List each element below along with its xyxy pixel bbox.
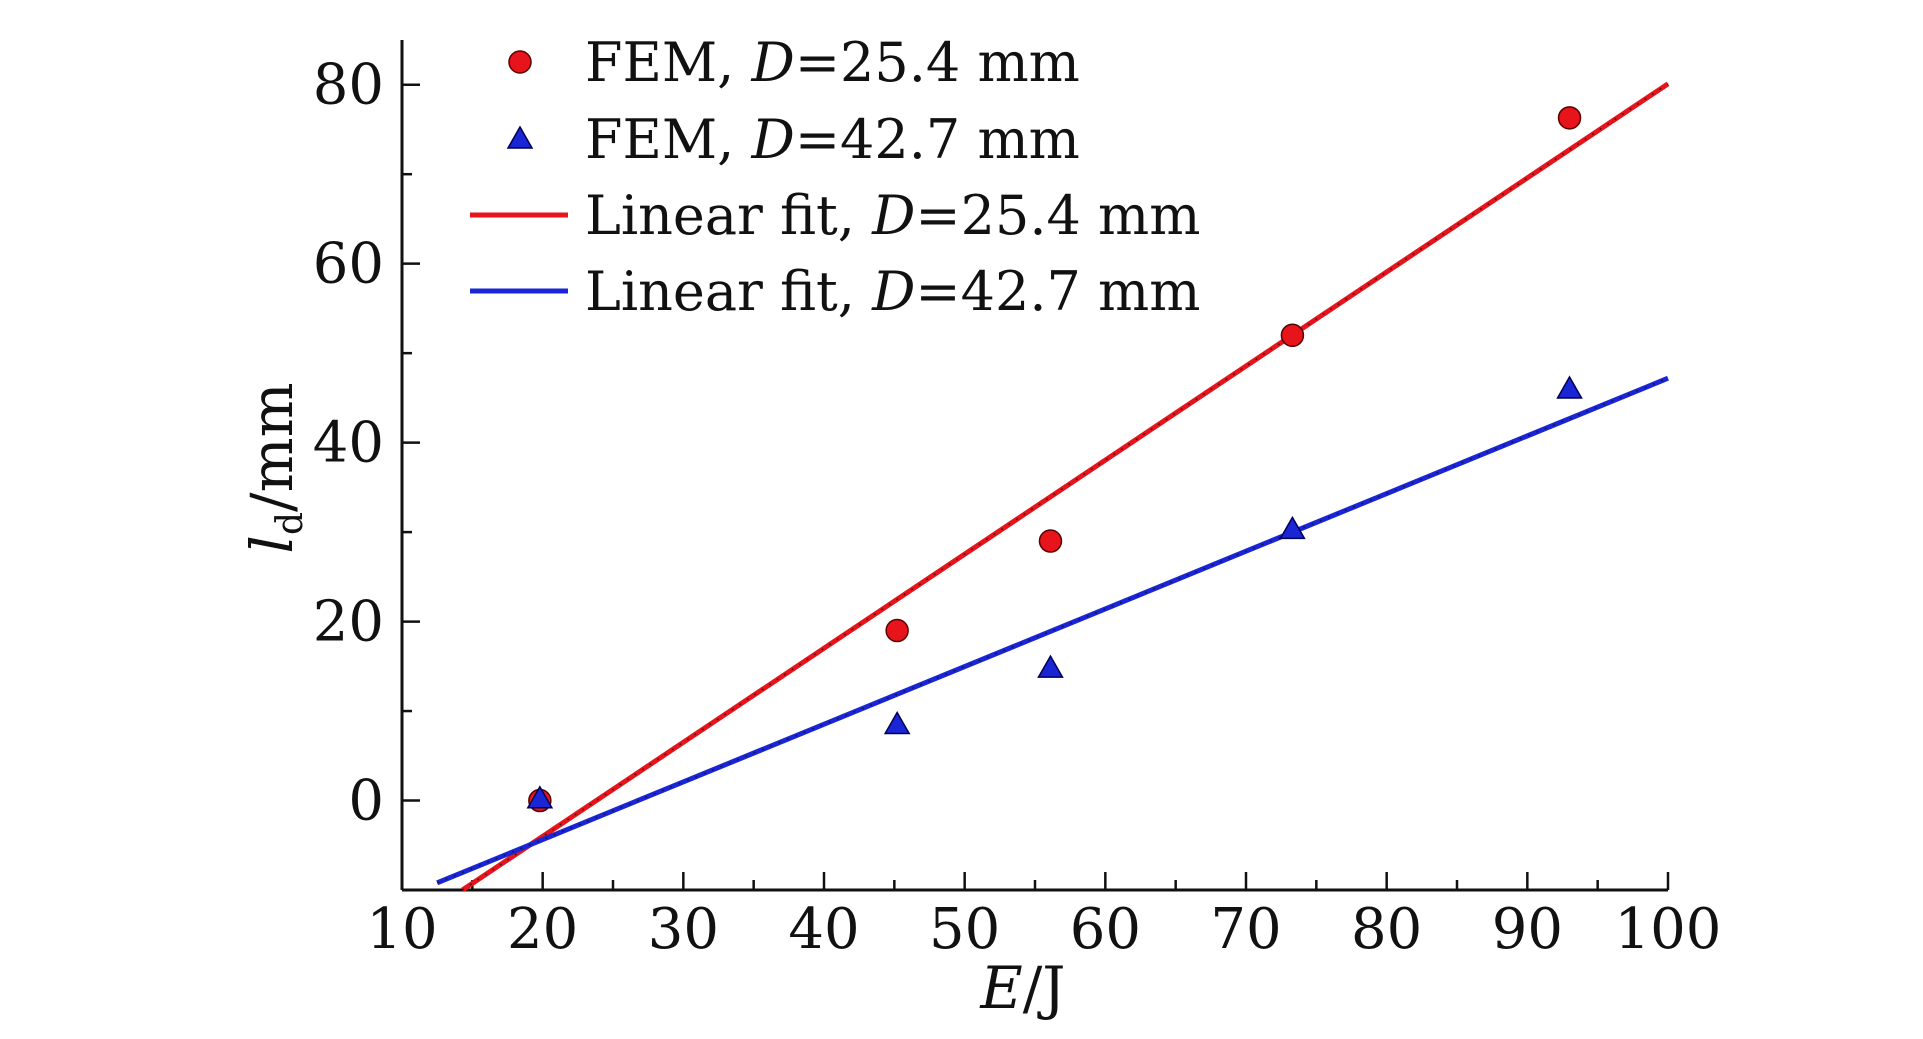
- legend-marker-triangle: [506, 125, 534, 149]
- legend-label-value: =25.4 mm: [915, 184, 1200, 247]
- x-axis-label: E/J: [979, 954, 1065, 1022]
- x-tick-label: 40: [788, 897, 859, 962]
- legend-label-value: =42.7 mm: [915, 260, 1200, 323]
- y-tick-label: 60: [313, 232, 384, 297]
- legend-label-symbol: D: [751, 108, 795, 171]
- x-tick-label: 90: [1492, 897, 1563, 962]
- legend-label-prefix: FEM,: [585, 31, 752, 94]
- legend-entry-label: FEM, D=25.4 mm: [585, 31, 1080, 94]
- data-point-triangle: [883, 710, 911, 735]
- data-markers: [526, 106, 1583, 813]
- legend-entry-label: FEM, D=42.7 mm: [585, 108, 1080, 171]
- legend-label-symbol: D: [871, 260, 915, 323]
- x-axis-label-unit: /J: [1023, 954, 1066, 1022]
- y-axis-label: ld/mm: [238, 382, 311, 553]
- data-point-circle: [1557, 106, 1582, 130]
- fit-line-overlay-3: [436, 377, 1669, 884]
- x-tick-label: 50: [929, 897, 1000, 962]
- y-tick-label: 20: [313, 590, 384, 655]
- data-point-triangle: [526, 785, 554, 809]
- legend-entry-label: Linear fit, D=25.4 mm: [585, 184, 1200, 247]
- data-point-triangle: [1279, 515, 1306, 540]
- y-axis-label-subscript: d: [270, 512, 311, 535]
- x-tick-label: 20: [507, 897, 578, 962]
- y-tick-label: 80: [313, 53, 384, 118]
- y-tick-label: 40: [313, 411, 384, 476]
- x-tick-label: 30: [648, 897, 719, 962]
- data-point-circle: [1038, 529, 1063, 553]
- fit-lines: [436, 81, 1670, 893]
- legend-label-prefix: FEM,: [585, 108, 752, 171]
- y-axis-label-symbol: l: [238, 535, 306, 554]
- legend-label-symbol: D: [871, 184, 915, 247]
- x-tick-label: 60: [1070, 897, 1141, 962]
- fit-line-2: [461, 81, 1670, 893]
- legend-label-prefix: Linear fit,: [585, 260, 872, 323]
- data-point-triangle: [1556, 375, 1583, 399]
- legend-label-value: =42.7 mm: [795, 108, 1080, 171]
- x-axis-label-symbol: E: [979, 954, 1022, 1022]
- x-tick-label: 100: [1615, 897, 1722, 962]
- legend-label-prefix: Linear fit,: [585, 184, 872, 247]
- axes: 10 20 30 40 50 60 70 80 90 100 0 20 40 60 80: [313, 40, 1722, 962]
- x-tick-label: 70: [1210, 897, 1281, 962]
- x-tick-label: 10: [366, 897, 437, 962]
- legend-entry-label: Linear fit, D=42.7 mm: [585, 260, 1200, 323]
- y-tick-label: 0: [348, 769, 384, 834]
- legend-label-value: =25.4 mm: [795, 31, 1080, 94]
- data-point-triangle: [1037, 654, 1064, 678]
- data-point-circle: [1280, 323, 1305, 348]
- x-tick-label: 80: [1351, 897, 1422, 962]
- legend-label-symbol: D: [751, 31, 795, 94]
- data-point-circle: [885, 618, 909, 643]
- y-axis-label-unit: /mm: [238, 382, 306, 512]
- legend-marker-circle: [508, 50, 532, 74]
